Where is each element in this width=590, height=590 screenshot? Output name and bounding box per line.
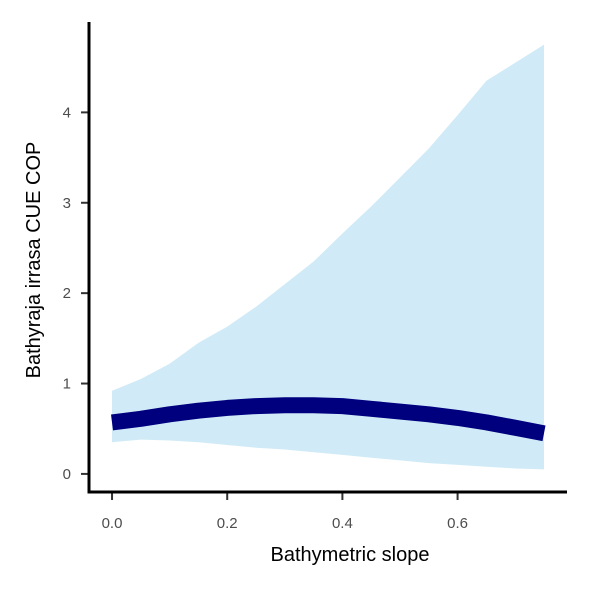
plot-area <box>111 44 546 470</box>
y-axis-title: Bathyraja irrasa CUE COP <box>23 142 45 379</box>
x-tick-label: 0.2 <box>217 515 238 532</box>
y-tick-label: 4 <box>63 104 71 121</box>
y-tick-label: 0 <box>63 466 71 483</box>
x-tick-label: 0.0 <box>102 515 123 532</box>
y-tick-label: 3 <box>63 195 71 212</box>
axes: 0.0 0.2 0.4 0.6 0 1 2 3 4 <box>63 22 567 532</box>
y-tick-label: 2 <box>63 285 71 302</box>
x-tick-label: 0.6 <box>447 515 468 532</box>
x-tick-label: 0.4 <box>332 515 353 532</box>
y-ticks: 0 1 2 3 4 <box>63 104 88 483</box>
series-line <box>111 397 546 442</box>
y-tick-label: 1 <box>63 376 71 393</box>
x-axis-title: Bathymetric slope <box>271 544 430 566</box>
x-ticks: 0.0 0.2 0.4 0.6 <box>102 493 468 532</box>
confidence-band <box>112 44 544 470</box>
